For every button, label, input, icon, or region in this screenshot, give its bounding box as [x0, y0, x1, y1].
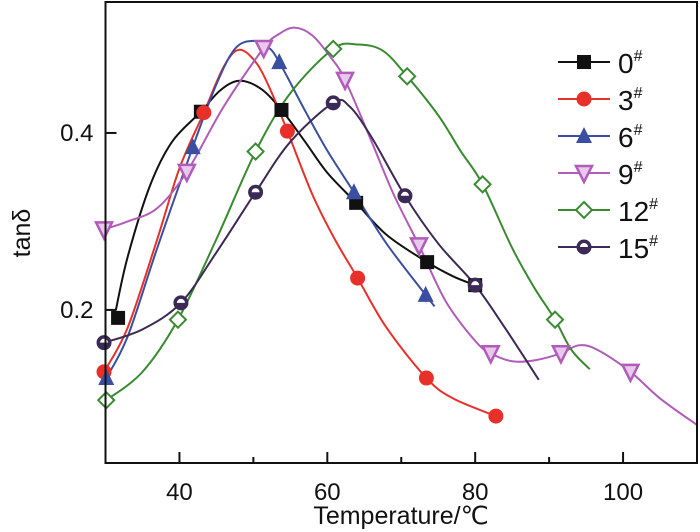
series-line-12: [105, 42, 591, 401]
data-point-3: [279, 123, 295, 139]
series-line-3: [103, 48, 497, 418]
data-point-0: [111, 310, 126, 325]
legend-label: 12#: [618, 196, 658, 227]
y-tick-label: 0.2: [60, 297, 93, 324]
series-line-0: [114, 79, 476, 311]
legend-item-15: 15#: [558, 233, 658, 264]
x-tick-label: 40: [166, 479, 193, 506]
y-tick-label: 0.4: [60, 120, 93, 147]
data-point-6: [417, 285, 434, 302]
legend-label: 3#: [618, 85, 643, 116]
legend-item-12: 12#: [558, 196, 658, 227]
legend-marker: [573, 164, 595, 185]
legend-item-6: 6#: [558, 122, 643, 153]
legend-label-sup: #: [634, 122, 643, 139]
data-point-3: [350, 270, 366, 286]
legend-label-sup: #: [634, 85, 643, 102]
data-point-12: [397, 66, 417, 86]
legend-label-sup: #: [634, 48, 643, 65]
legend-item-9: 9#: [558, 159, 643, 190]
data-point-12: [168, 310, 188, 330]
data-point-9: [335, 71, 356, 92]
x-tick-label: 100: [603, 479, 643, 506]
legend-marker: [576, 127, 592, 143]
x-axis-label: Temperature/℃: [313, 502, 488, 530]
legend-label-sup: #: [649, 233, 658, 250]
data-point-15: [96, 335, 112, 351]
y-axis-label: tanδ: [8, 209, 36, 258]
data-point-6: [184, 138, 201, 155]
legend-item-0: 0#: [558, 48, 643, 79]
data-point-6: [271, 53, 288, 70]
data-point-0: [420, 255, 435, 270]
series-line-9: [103, 26, 698, 426]
data-point-15: [397, 188, 413, 204]
data-point-3: [488, 408, 504, 424]
legend-label: 0#: [618, 48, 643, 79]
data-point-3: [418, 370, 434, 386]
data-point-15: [325, 95, 341, 111]
data-point-0: [274, 102, 289, 117]
data-point-9: [93, 221, 115, 242]
legend-label-sup: #: [634, 159, 643, 176]
data-point-15: [467, 277, 483, 293]
data-point-9: [408, 237, 430, 258]
legend-item-3: 3#: [558, 85, 643, 116]
legend-marker: [574, 200, 594, 220]
legend-marker: [576, 91, 592, 107]
data-point-9: [176, 163, 197, 184]
legend-label-text: 6: [618, 122, 634, 153]
legend-label: 9#: [618, 159, 643, 190]
legend-label-text: 0: [618, 48, 634, 79]
data-point-15: [173, 295, 189, 311]
data-point-12: [473, 174, 492, 194]
legend-label: 6#: [618, 122, 643, 153]
data-point-0: [349, 195, 364, 210]
data-point-15: [248, 184, 264, 200]
legend-label-sup: #: [649, 196, 658, 213]
data-point-12: [545, 310, 565, 330]
data-point-9: [620, 363, 641, 384]
x-tick-label: 60: [314, 479, 341, 506]
legend-marker: [576, 239, 592, 255]
legend-label-text: 9: [618, 159, 634, 190]
data-point-6: [345, 183, 362, 200]
data-point-12: [323, 39, 343, 59]
data-point-9: [480, 345, 501, 366]
legend-label-text: 3: [618, 85, 634, 116]
data-point-9: [253, 39, 274, 60]
legend-marker: [577, 55, 591, 69]
legend-label-text: 12: [618, 196, 649, 227]
plot-frame: [104, 1, 698, 464]
data-point-3: [196, 105, 212, 121]
data-point-12: [246, 142, 266, 161]
x-tick-label: 80: [462, 479, 489, 506]
legend-label-text: 15: [618, 233, 649, 264]
data-point-9: [550, 345, 571, 366]
legend-label: 15#: [618, 233, 658, 264]
